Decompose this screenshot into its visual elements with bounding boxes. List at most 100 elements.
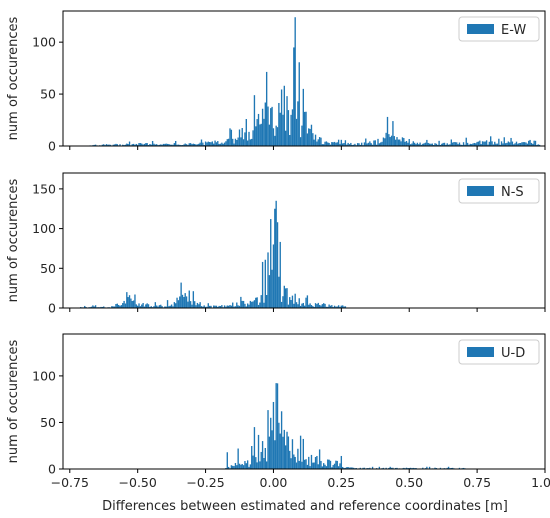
legend-swatch [467, 347, 494, 357]
histogram-bar [344, 467, 347, 469]
y-tick-label: 50 [40, 87, 56, 102]
histogram-bar [359, 144, 362, 146]
histogram-bar [305, 297, 307, 308]
histogram-bar [523, 142, 526, 146]
histogram-bar [400, 141, 402, 146]
histogram-bar [132, 300, 135, 308]
histogram-bar [445, 144, 447, 146]
histogram-bar [301, 461, 303, 469]
histogram-bar [135, 304, 137, 308]
histogram-bar [251, 301, 253, 308]
histogram-bar [132, 143, 135, 146]
histogram-bar [142, 302, 144, 308]
histogram-bar [282, 436, 284, 469]
histogram-bar [271, 269, 273, 308]
histogram-bar [145, 304, 147, 308]
histogram-bar [359, 467, 362, 469]
histogram-bar [483, 141, 485, 146]
histogram-bar [441, 143, 443, 146]
histogram-bar [282, 296, 284, 308]
legend-box [458, 16, 540, 42]
histogram-bars-e-w [84, 17, 542, 147]
y-axis-label: num of occurences [6, 339, 21, 463]
histogram-bar [276, 222, 279, 308]
histogram-bar [408, 139, 410, 146]
histogram-bar [270, 108, 272, 146]
histogram-bar [226, 452, 228, 469]
histogram-bar [287, 110, 290, 146]
histogram-bar [200, 306, 203, 308]
histogram-bar [204, 141, 207, 146]
histogram-bar [195, 144, 197, 146]
histogram-bar [188, 143, 190, 146]
histogram-bar [245, 306, 247, 308]
histogram-bar [496, 143, 499, 146]
histogram-bar [249, 139, 252, 146]
histogram-bar [301, 303, 303, 308]
y-tick-label: 0 [48, 139, 56, 154]
histogram-bar [286, 288, 288, 308]
histogram-bar [418, 144, 420, 146]
histogram-bar [160, 304, 162, 308]
histogram-bar [213, 305, 215, 308]
histogram-bar [507, 141, 510, 146]
histogram-bar [301, 125, 303, 146]
histogram-bar [244, 461, 246, 469]
histogram-bar [503, 137, 505, 146]
histogram-bar [382, 467, 385, 469]
histogram-bar [149, 306, 151, 308]
histogram-bar [446, 143, 448, 146]
histogram-bar [431, 143, 433, 146]
histogram-bar [272, 128, 275, 146]
legend-box [458, 339, 540, 365]
histogram-bar [137, 144, 139, 146]
histogram-bar [111, 306, 113, 308]
histogram-bar [305, 459, 307, 469]
histogram-bar [340, 305, 343, 308]
histogram-bar [450, 467, 452, 469]
histogram-bar [206, 142, 208, 146]
histogram-bar [320, 460, 322, 469]
histogram-bar [257, 304, 260, 308]
histogram-bar [369, 141, 371, 146]
histogram-bar [356, 143, 359, 146]
histogram-bar [308, 456, 310, 469]
histogram-bar [385, 132, 387, 146]
histogram-bar [191, 144, 193, 146]
histogram-bar [375, 144, 378, 146]
histogram-bar [526, 143, 529, 146]
y-tick-label: 100 [32, 368, 56, 383]
panel-n-s: 0 50 100 150 num of occurences N-S [6, 172, 546, 316]
histogram-bar [233, 143, 235, 146]
histogram-bar [377, 138, 379, 146]
histogram-bar [245, 463, 247, 469]
legend-swatch [467, 186, 494, 196]
histogram-bar [335, 306, 337, 308]
histogram-bar [226, 305, 228, 308]
histogram-bar [176, 144, 178, 146]
histogram-bar [485, 140, 488, 146]
histogram-bar [283, 429, 285, 469]
histogram-bar [327, 142, 329, 146]
histogram-bar [248, 131, 250, 146]
histogram-bar [221, 142, 223, 146]
histogram-bar [84, 305, 86, 308]
histogram-bar [263, 118, 265, 146]
histogram-bar [168, 144, 170, 146]
histogram-bar [165, 306, 167, 308]
histogram-bar [161, 144, 163, 146]
histogram-bar [339, 463, 341, 469]
histogram-bar [447, 466, 450, 469]
histogram-bar [271, 430, 273, 469]
histogram-bar [170, 144, 173, 146]
histogram-bar [392, 467, 394, 469]
histogram-bar [394, 139, 397, 146]
histogram-bar [283, 85, 285, 146]
histogram-bar [403, 138, 405, 146]
histogram-bar [312, 306, 314, 308]
x-tick-label: 0.50 [395, 475, 423, 490]
histogram-bar [289, 450, 291, 469]
histogram-bar [534, 140, 537, 146]
histogram-bar [238, 129, 241, 146]
histogram-bar [317, 464, 319, 469]
